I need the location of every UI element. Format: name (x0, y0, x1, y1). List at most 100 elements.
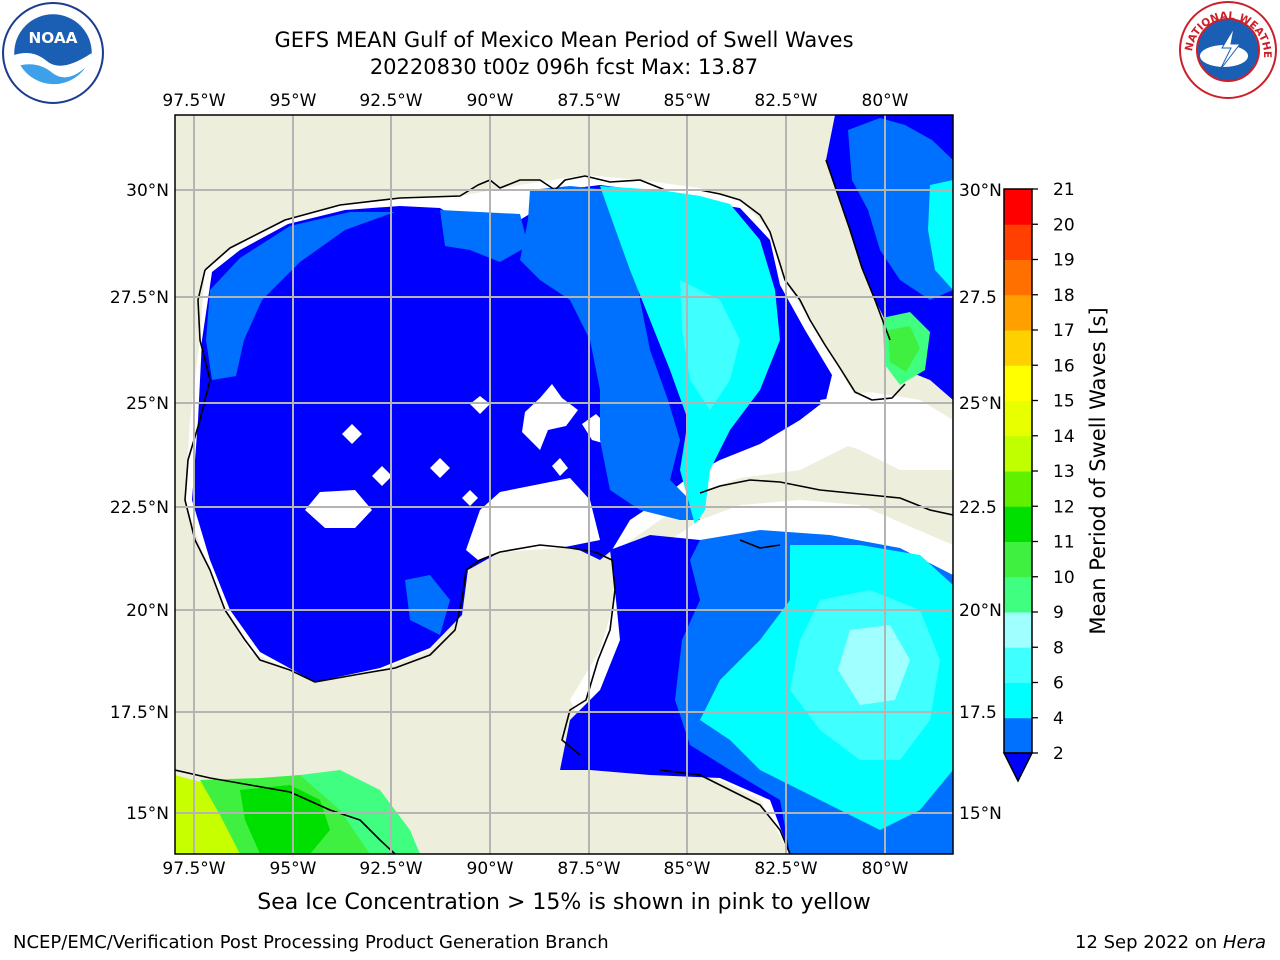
gulf-swell-4s (520, 186, 700, 520)
lon-label: 95°W (270, 859, 317, 879)
colorbar-tick-label: 19 (1053, 251, 1075, 271)
lat-label: 25°N (959, 394, 1002, 414)
map-subtitle: 20220830 t00z 096h fcst Max: 13.87 (369, 55, 759, 79)
bahamas-swell-11s (888, 326, 920, 372)
colorbar-tick-label: 9 (1053, 603, 1064, 623)
date-stamp: 12 Sep 2022 on Hera (1075, 932, 1266, 953)
colorbar-tick-label: 10 (1053, 568, 1075, 588)
colorbar-tick-label: 20 (1053, 215, 1075, 235)
lon-label: 95°W (270, 91, 317, 111)
lon-label: 80°W (862, 91, 909, 111)
colorbar-extend-low (1002, 752, 1034, 783)
lat-label: 20°N (959, 601, 1002, 621)
gulf-swell-4s (440, 210, 528, 262)
colorbar-tick-label: 8 (1053, 638, 1064, 658)
colorbar-swatch (1004, 330, 1032, 366)
lon-label: 85°W (664, 91, 711, 111)
noaa-logo: NOAA (2, 2, 104, 104)
gulf-gap (522, 384, 578, 450)
lat-label: 30°N (126, 181, 169, 201)
lon-label: 90°W (467, 91, 514, 111)
gulf-gap (470, 396, 490, 414)
lat-label: 22.5 (959, 498, 997, 518)
gulf-gap (462, 490, 478, 506)
lon-label: 92.5°W (359, 91, 422, 111)
colorbar-swatch (1004, 682, 1032, 719)
colorbar-tick-label: 21 (1053, 180, 1075, 200)
host-name: Hera (1222, 932, 1266, 953)
gulf-gap (305, 490, 372, 528)
colorbar-tick-label: 16 (1053, 356, 1075, 376)
lon-label: 87.5°W (557, 91, 620, 111)
lon-labels-top: 97.5°W 95°W 92.5°W 90°W 87.5°W 85°W 82.5… (162, 91, 908, 111)
colorbar-swatch (1004, 576, 1032, 613)
colorbar-tick-label: 18 (1053, 286, 1075, 306)
lat-label: 17.5 (959, 703, 997, 723)
colorbar-tick-label: 12 (1053, 497, 1075, 517)
caribbean-swell-9s (838, 625, 910, 705)
colorbar-tick-label: 13 (1053, 462, 1075, 482)
map-frame (174, 114, 954, 855)
colorbar: 2 4 6 8 9 10 11 12 13 14 15 16 17 18 19 20 21 (1002, 180, 1075, 783)
colorbar-tick-label: 11 (1053, 533, 1075, 553)
pacific-swell-11s (240, 785, 330, 854)
lon-label: 82.5°W (754, 91, 817, 111)
gulf-gap (466, 478, 600, 560)
colorbar-swatch (1004, 647, 1032, 683)
gulf-gap (372, 466, 392, 486)
colorbar-swatch (1004, 189, 1032, 225)
atlantic-swell-4s (848, 118, 953, 300)
colorbar-swatch (1004, 365, 1032, 401)
sea-ice-note: Sea Ice Concentration > 15% is shown in … (257, 890, 871, 915)
lon-label: 92.5°W (359, 859, 422, 879)
lat-label: 30°N (959, 181, 1002, 201)
lat-label: 20°N (126, 601, 169, 621)
nws-logo: NATIONAL WEATHER SERVICE (1178, 0, 1277, 99)
lat-label: 25°N (126, 394, 169, 414)
lon-labels-bottom: 97.5°W 95°W 92.5°W 90°W 87.5°W 85°W 82.5… (162, 859, 908, 879)
lon-label: 80°W (862, 859, 909, 879)
lon-label: 97.5°W (162, 859, 225, 879)
graticule (175, 115, 953, 854)
lon-label: 90°W (467, 859, 514, 879)
colorbar-swatch (1004, 435, 1032, 472)
gulf-gap (552, 458, 568, 476)
colorbar-swatch (1004, 717, 1032, 754)
lat-label: 27.5 (959, 288, 997, 308)
colorbar-swatch (1004, 506, 1032, 542)
colorbar-tick-label: 2 (1053, 744, 1064, 764)
map-title: GEFS MEAN Gulf of Mexico Mean Period of … (274, 28, 854, 52)
colorbar-tick-label: 4 (1053, 709, 1064, 729)
gulf-swell-8s (680, 280, 740, 410)
colorbar-tick-label: 14 (1053, 427, 1075, 447)
colorbar-swatch (1004, 259, 1032, 296)
gulf-swell-4s (405, 575, 450, 635)
lat-labels-left: 30°N 27.5°N 25°N 22.5°N 20°N 17.5°N 15°N (110, 181, 169, 824)
colorbar-swatch (1004, 471, 1032, 507)
svg-text:NOAA: NOAA (28, 29, 77, 47)
gulf-gap (342, 424, 362, 444)
colorbar-swatch (1004, 400, 1032, 437)
lon-label: 85°W (664, 859, 711, 879)
colorbar-label: Mean Period of Swell Waves [s] (1086, 307, 1110, 634)
colorbar-tick-label: 17 (1053, 321, 1075, 341)
lat-labels-right: 30°N 27.5 25°N 22.5 20°N 17.5 15°N (959, 181, 1002, 824)
gulf-gap (430, 458, 450, 478)
lon-label: 97.5°W (162, 91, 225, 111)
gulf-swell-4s (206, 212, 395, 380)
florida-peninsula (770, 205, 905, 408)
lat-label: 27.5°N (110, 288, 169, 308)
atlantic-swell-6s (928, 180, 953, 290)
lon-label: 87.5°W (557, 859, 620, 879)
lat-label: 17.5°N (110, 703, 169, 723)
credit-line: NCEP/EMC/Verification Post Processing Pr… (13, 932, 609, 953)
colorbar-tick-label: 15 (1053, 392, 1075, 412)
colorbar-swatch (1004, 224, 1032, 260)
lat-label: 15°N (126, 804, 169, 824)
florida-straits-gap (820, 392, 953, 470)
lat-label: 15°N (959, 804, 1002, 824)
date-text: 12 Sep 2022 on (1075, 932, 1223, 953)
colorbar-swatch (1004, 294, 1032, 331)
lat-label: 22.5°N (110, 498, 169, 518)
